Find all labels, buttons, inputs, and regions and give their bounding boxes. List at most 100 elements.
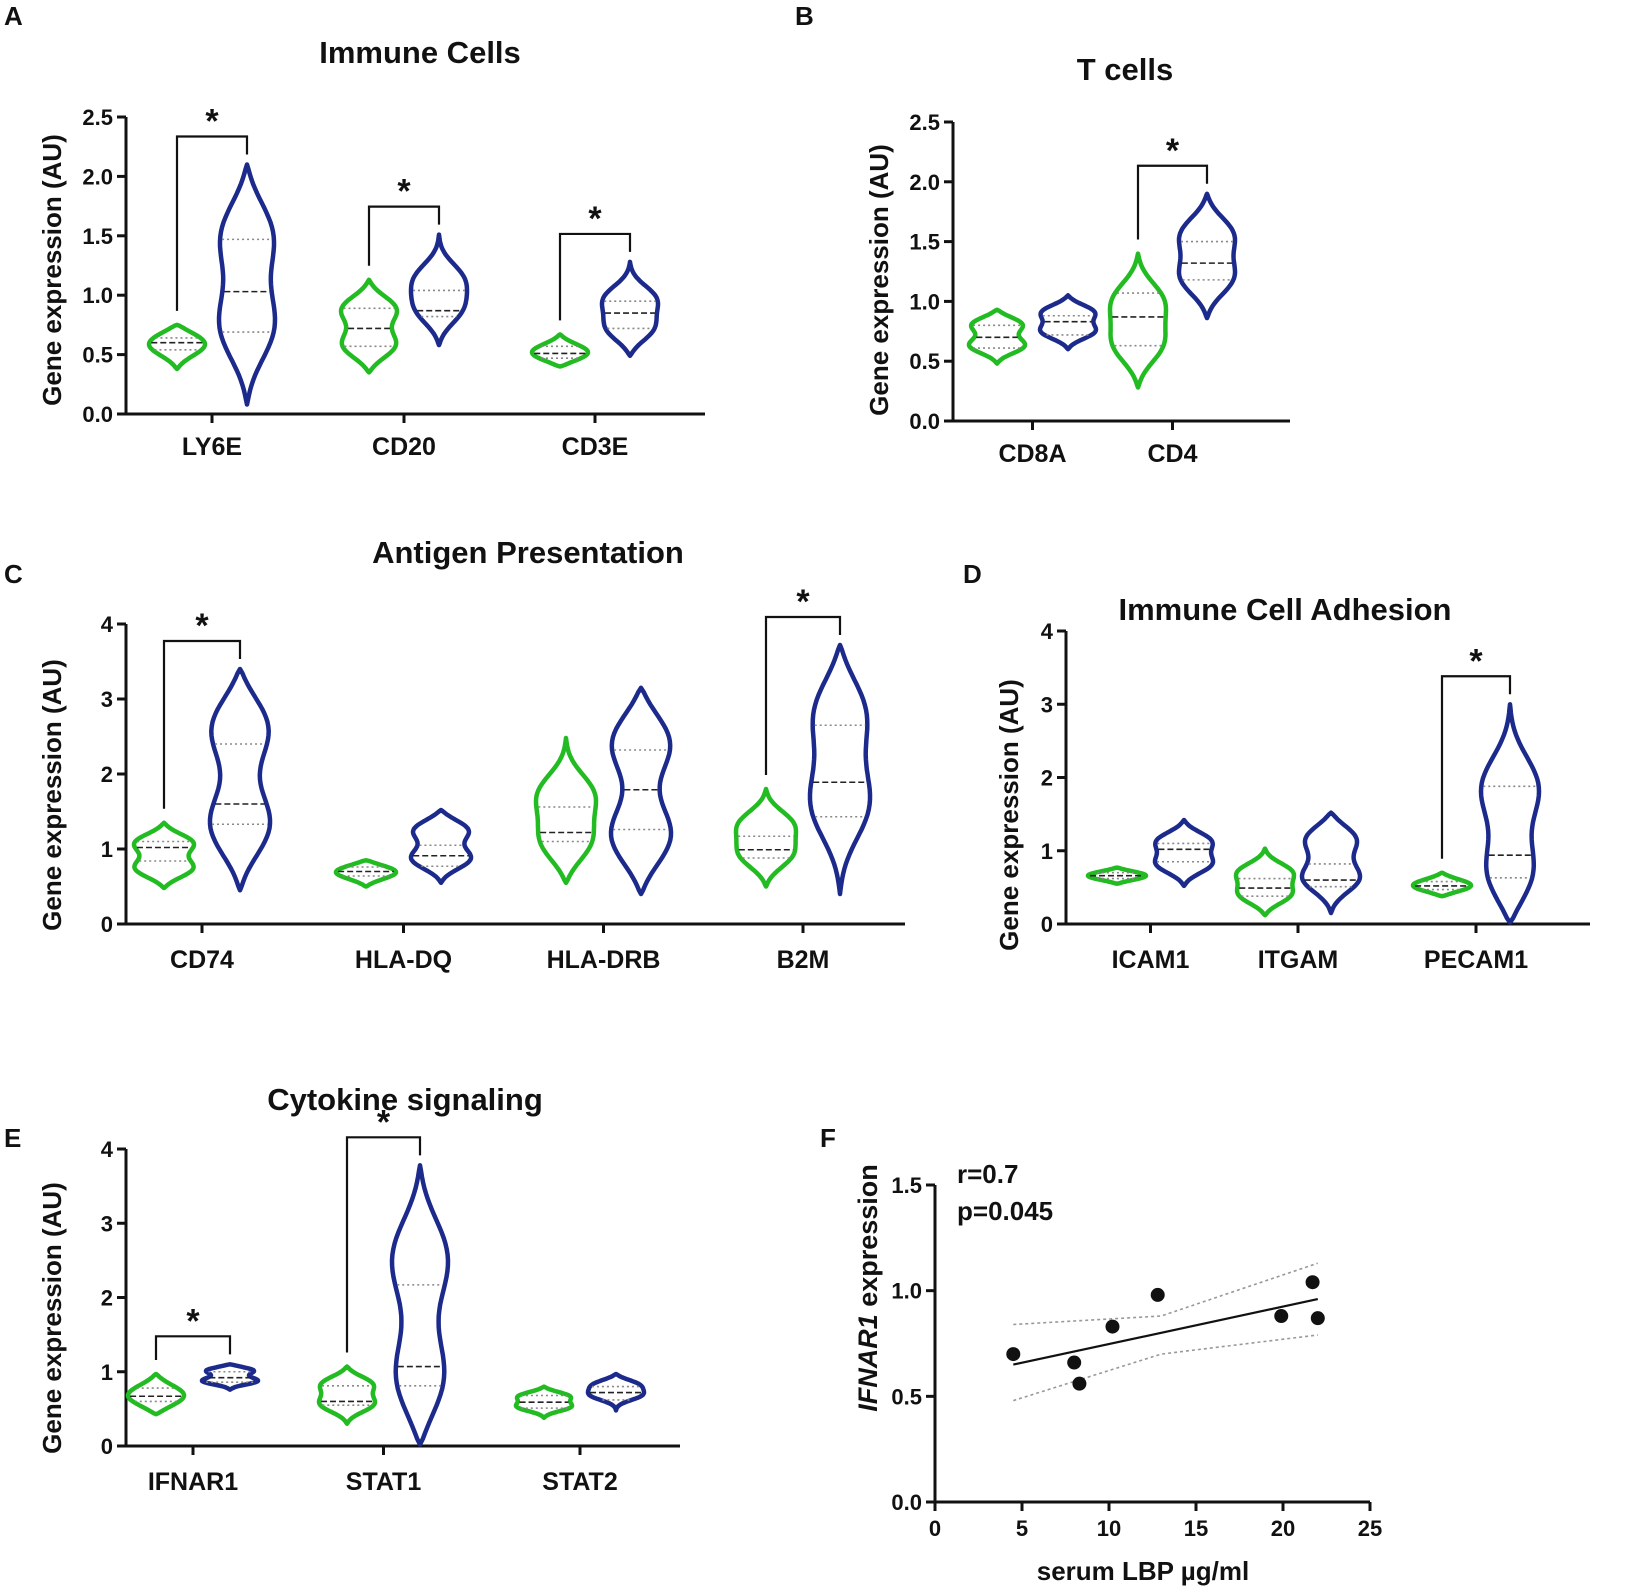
y-tick-label: 1 bbox=[101, 837, 113, 862]
y-tick-label: 2 bbox=[101, 762, 113, 787]
violin-group2 bbox=[807, 642, 873, 897]
significance-star: * bbox=[205, 103, 219, 141]
significance-bracket bbox=[1440, 675, 1512, 859]
panel-b: B T cells Gene expression (AU) 0.0 0.5 1.0… bbox=[795, 1, 1290, 468]
y-tick-label: 1.0 bbox=[891, 1279, 922, 1304]
x-tick-label: ITGAM bbox=[1258, 946, 1339, 974]
x-tick-label: LY6E bbox=[182, 433, 242, 461]
significance-star: * bbox=[588, 200, 602, 238]
x-tick-label: 15 bbox=[1184, 1516, 1208, 1541]
panel-label-b: B bbox=[795, 1, 814, 31]
significance-bracket bbox=[1136, 164, 1209, 240]
panel-f-plot: 0.0 0.5 1.0 1.5 0 5 10 15 20 25 bbox=[891, 1173, 1382, 1541]
violin-group2 bbox=[1299, 810, 1363, 916]
ci-upper-band bbox=[1013, 1262, 1319, 1326]
y-tick-label: 2.5 bbox=[82, 105, 113, 130]
y-tick-label: 0.5 bbox=[909, 349, 940, 374]
y-tick-label: 0 bbox=[1041, 912, 1053, 937]
violin-group2 bbox=[608, 685, 674, 897]
violin-group1 bbox=[1107, 251, 1169, 390]
significance-bracket bbox=[162, 639, 242, 809]
violin-group2 bbox=[408, 807, 474, 886]
scatter-point bbox=[1150, 1287, 1165, 1302]
significance-star: * bbox=[1166, 132, 1180, 170]
y-tick-label: 0 bbox=[101, 1434, 113, 1459]
y-tick-label: 1.5 bbox=[891, 1173, 922, 1198]
panel-label-c: C bbox=[4, 559, 23, 589]
x-tick-label: IFNAR1 bbox=[148, 1468, 238, 1496]
panel-label-d: D bbox=[963, 559, 982, 589]
violin-group1 bbox=[125, 1371, 187, 1417]
y-tick-label: 2 bbox=[101, 1286, 113, 1311]
panel-f: F IFNAR1 expression serum LBP µg/ml r=0.… bbox=[820, 1123, 1382, 1586]
panel-a-ylabel: Gene expression (AU) bbox=[37, 134, 67, 406]
panel-f-annotation-r: r=0.7 bbox=[957, 1159, 1018, 1189]
x-tick-label: HLA-DRB bbox=[547, 946, 661, 974]
violin-group2 bbox=[1037, 293, 1099, 352]
violin-group2 bbox=[207, 666, 273, 893]
y-tick-label: 1 bbox=[1041, 839, 1053, 864]
significance-star: * bbox=[1469, 642, 1483, 680]
y-tick-label: 0.0 bbox=[82, 402, 113, 427]
significance-star: * bbox=[195, 607, 209, 645]
panel-e-ylabel: Gene expression (AU) bbox=[37, 1182, 67, 1454]
panel-d-plot: 0 1 2 3 4 ICAM1 ITGAM PECAM1 * bbox=[1041, 619, 1590, 974]
y-tick-label: 4 bbox=[101, 612, 114, 637]
scatter-point bbox=[1067, 1355, 1082, 1370]
panel-label-e: E bbox=[4, 1123, 21, 1153]
x-tick-label: STAT2 bbox=[542, 1468, 617, 1496]
violin-group2 bbox=[1176, 191, 1238, 321]
y-tick-label: 3 bbox=[1041, 692, 1053, 717]
x-tick-label: ICAM1 bbox=[1112, 946, 1190, 974]
y-tick-label: 2.5 bbox=[909, 110, 940, 135]
significance-bracket bbox=[367, 205, 441, 266]
y-tick-label: 2 bbox=[1041, 766, 1053, 791]
significance-bracket bbox=[154, 1335, 232, 1360]
y-tick-label: 2.0 bbox=[82, 164, 113, 189]
x-tick-label: STAT1 bbox=[346, 1468, 422, 1496]
panel-c: C Antigen Presentation Gene expression (… bbox=[4, 535, 905, 974]
y-tick-label: 0.5 bbox=[891, 1384, 922, 1409]
panel-c-title: Antigen Presentation bbox=[372, 535, 684, 570]
x-tick-label: CD4 bbox=[1147, 440, 1197, 468]
violin-group1 bbox=[146, 322, 208, 372]
violin-group1 bbox=[1233, 846, 1297, 918]
panel-f-ylabel-rest: expression bbox=[853, 1164, 883, 1314]
y-tick-label: 4 bbox=[1041, 619, 1054, 644]
panel-a-title: Immune Cells bbox=[319, 35, 521, 70]
regression-line bbox=[1013, 1298, 1319, 1366]
x-tick-label: CD20 bbox=[372, 433, 436, 461]
x-tick-label: CD3E bbox=[562, 433, 629, 461]
violin-group1 bbox=[333, 858, 399, 889]
y-tick-label: 0 bbox=[101, 912, 113, 937]
panel-label-a: A bbox=[4, 1, 23, 31]
violin-group2 bbox=[1152, 817, 1216, 889]
significance-bracket bbox=[558, 232, 632, 321]
panel-f-ylabel-gene: IFNAR1 bbox=[853, 1314, 883, 1412]
violin-group2 bbox=[389, 1163, 451, 1447]
significance-star: * bbox=[397, 173, 411, 211]
panel-e-title: Cytokine signaling bbox=[267, 1082, 543, 1117]
y-tick-label: 1.0 bbox=[82, 283, 113, 308]
scatter-point bbox=[1105, 1319, 1120, 1334]
x-tick-label: 5 bbox=[1016, 1516, 1028, 1541]
y-tick-label: 0.0 bbox=[891, 1490, 922, 1515]
y-tick-label: 0.5 bbox=[82, 343, 113, 368]
panel-d: D Immune Cell Adhesion Gene expression (… bbox=[963, 559, 1590, 974]
panel-c-plot: 0 1 2 3 4 CD74 * HLA-DQ HLA-DRB B2M * bbox=[101, 583, 905, 974]
panel-f-ylabel: IFNAR1 expression bbox=[853, 1164, 883, 1412]
significance-bracket bbox=[764, 615, 842, 775]
x-tick-label: CD74 bbox=[170, 946, 234, 974]
y-tick-label: 3 bbox=[101, 1211, 113, 1236]
violin-group2 bbox=[408, 232, 470, 348]
violin-group1 bbox=[966, 307, 1028, 366]
violin-group1 bbox=[316, 1364, 378, 1426]
y-tick-label: 0.0 bbox=[909, 409, 940, 434]
panel-e-plot: 0 1 2 3 4 IFNAR1 * STAT1 * STAT2 bbox=[101, 1103, 680, 1496]
significance-star: * bbox=[377, 1103, 391, 1141]
x-tick-label: 20 bbox=[1271, 1516, 1295, 1541]
violin-group2 bbox=[1478, 702, 1542, 925]
x-tick-label: HLA-DQ bbox=[355, 946, 452, 974]
x-tick-label: CD8A bbox=[998, 440, 1066, 468]
significance-star: * bbox=[796, 583, 810, 621]
